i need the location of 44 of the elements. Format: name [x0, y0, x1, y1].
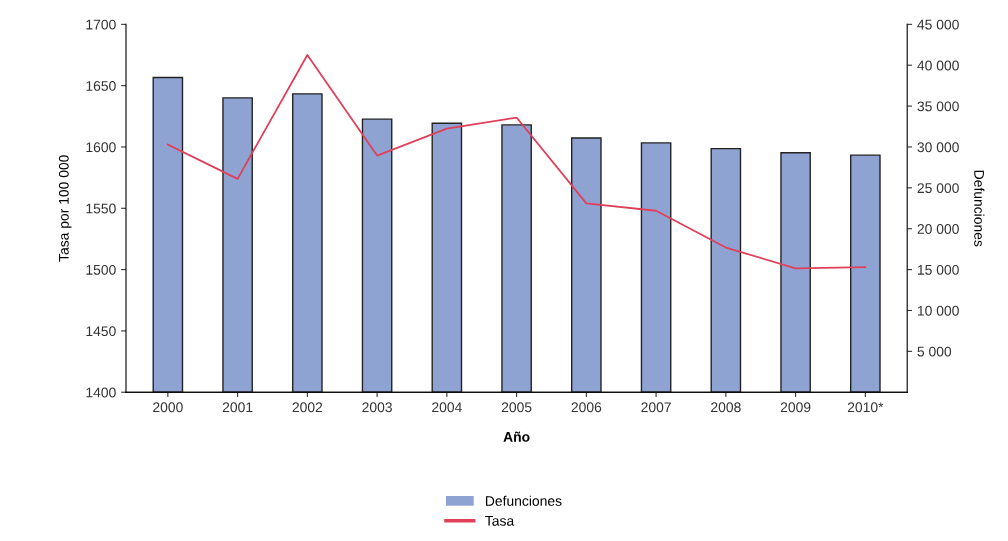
y2-tick-label: 35 000 [917, 101, 959, 112]
legend-label: Defunciones [485, 495, 562, 506]
y2-tick-label: 5 000 [917, 346, 952, 357]
bar [501, 124, 532, 393]
y2-axis-title: Defunciones [974, 170, 985, 247]
y2-tick-label: 20 000 [917, 224, 959, 234]
bar [431, 122, 463, 393]
x-tick-label: 2007 [641, 402, 671, 413]
y2-tick-label: 45 000 [917, 19, 959, 30]
x-tick-label: 2010* [847, 402, 884, 413]
x-tick-label: 2009 [780, 402, 811, 413]
y-tick-label: 1500 [86, 264, 116, 275]
x-axis-title: Año [503, 431, 530, 442]
line-series [166, 54, 867, 270]
x-tick-label: 2002 [292, 402, 323, 413]
y-tick-label: 1650 [86, 80, 116, 91]
x-tick-label: 2004 [432, 402, 462, 413]
y-tick-label: 1550 [86, 203, 116, 214]
x-tick-label: 2008 [711, 402, 741, 413]
bar [292, 93, 323, 393]
bar [152, 76, 184, 393]
bar [571, 137, 602, 393]
y2-tick-label: 10 000 [917, 305, 959, 316]
x-tick-label: 2006 [571, 402, 602, 413]
y2-tick-label: 25 000 [917, 183, 959, 194]
y2-tick-label: 30 000 [917, 142, 959, 153]
x-tick-label: 2001 [222, 402, 253, 413]
y-tick-label: 1600 [86, 142, 116, 153]
x-tick-label: 2003 [362, 402, 392, 413]
x-tick-label: 2000 [153, 402, 183, 413]
bar [710, 147, 742, 393]
x-tick-label: 2005 [501, 402, 532, 413]
y2-tick-label: 15 000 [917, 264, 959, 275]
bar [640, 142, 672, 393]
legend-label: Tasa [485, 516, 515, 526]
bar [222, 97, 253, 393]
bar [850, 154, 881, 393]
bar [361, 118, 393, 393]
bar [780, 151, 811, 393]
y-tick-label: 1700 [86, 19, 116, 30]
y2-tick-label: 40 000 [917, 60, 959, 71]
y-tick-label: 1400 [86, 387, 116, 398]
y-tick-label: 1450 [86, 326, 116, 337]
y-axis-title: Tasa por 100 000 [58, 155, 72, 262]
